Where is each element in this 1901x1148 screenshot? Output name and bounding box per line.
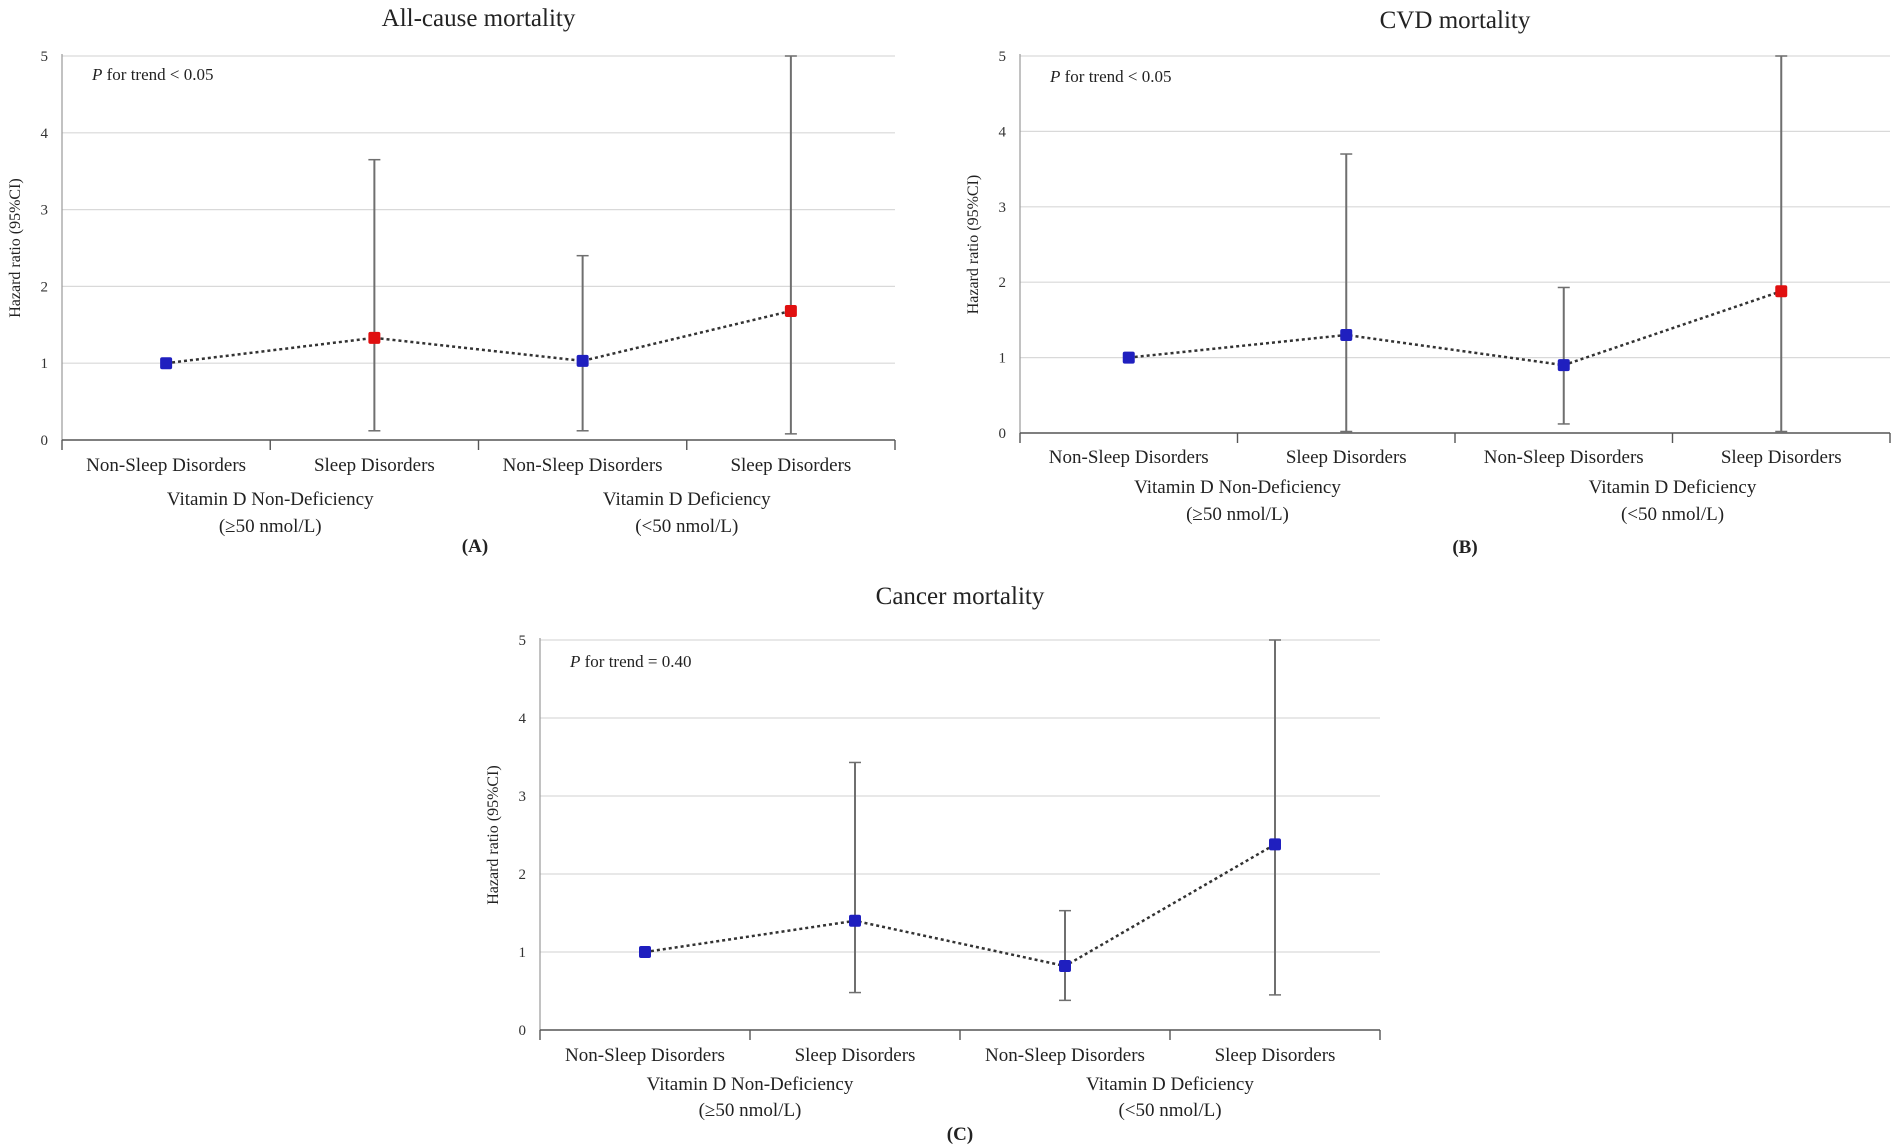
panel-b-category-label: Sleep Disorders [1721, 447, 1842, 468]
panel-b-data-point [1340, 328, 1353, 341]
panel-b-y-tick-label: 3 [999, 200, 1007, 216]
panel-c-category-label: Non-Sleep Disorders [985, 1045, 1145, 1066]
panel-c-category-label: Non-Sleep Disorders [565, 1045, 725, 1066]
panel-c-y-tick-label: 3 [519, 789, 527, 805]
panel-b-y-tick-label: 1 [999, 351, 1007, 367]
panel-c-group-sublabel: (<50 nmol/L) [1118, 1100, 1221, 1121]
panel-b-group-label: Vitamin D Non-Deficiency [1134, 477, 1341, 498]
panel-b-group-label: Vitamin D Deficiency [1589, 477, 1757, 498]
panel-b: CVD mortality 0 1 2 3 4 5 Hazard ratio (95%CI) P… [965, 7, 1891, 558]
panel-b-title: CVD mortality [1380, 7, 1531, 34]
panel-a-y-tick-label: 0 [41, 433, 49, 449]
panel-a-data-point [784, 304, 797, 317]
panel-b-trend-text: for trend < 0.05 [1060, 67, 1171, 86]
panel-c-series-line [644, 843, 1276, 968]
panel-c-y-tick-label: 0 [519, 1023, 527, 1039]
panel-a: All-cause mortality 0 1 2 3 4 5 Hazard ratio (9… [7, 5, 896, 557]
panel-a-y-tick-label: 4 [41, 126, 49, 142]
panel-a-trend-annotation: P for trend < 0.05 [91, 65, 213, 84]
panel-c-y-tick-label: 2 [519, 867, 527, 883]
panel-c-y-tick-label: 1 [519, 945, 527, 961]
panel-c-data-point [1059, 960, 1071, 973]
panel-c-letter: (C) [947, 1124, 973, 1145]
panel-b-category-label: Sleep Disorders [1286, 447, 1407, 468]
panel-b-series-line [1128, 290, 1782, 367]
panel-a-category-label: Sleep Disorders [730, 455, 851, 476]
panel-c-group-label: Vitamin D Deficiency [1086, 1074, 1254, 1095]
panel-a-group-label: Vitamin D Deficiency [603, 489, 771, 510]
panel-b-trend-annotation: P for trend < 0.05 [1049, 67, 1171, 86]
panel-b-y-tick-label: 0 [999, 426, 1007, 442]
panel-a-trend-p: P [91, 65, 102, 84]
panel-a-group-label: Vitamin D Non-Deficiency [167, 489, 374, 510]
panel-a-category-label: Non-Sleep Disorders [86, 455, 246, 476]
panel-b-trend-p: P [1049, 67, 1060, 86]
panel-c-trend-annotation: P for trend = 0.40 [569, 652, 691, 671]
panel-a-series-line [165, 309, 792, 365]
panel-c-y-tick-label: 4 [519, 711, 527, 727]
panel-c-y-tick-label: 5 [519, 633, 527, 649]
panel-a-group-sublabel: (≥50 nmol/L) [219, 516, 322, 537]
panel-b-data-point [1122, 351, 1135, 364]
panel-a-category-label: Non-Sleep Disorders [503, 455, 663, 476]
panel-b-y-tick-label: 2 [999, 275, 1007, 291]
panel-a-letter: (A) [462, 536, 488, 557]
panel-b-data-point [1557, 359, 1570, 372]
panel-a-data-point [368, 331, 381, 344]
panel-c-group-label: Vitamin D Non-Deficiency [647, 1074, 854, 1095]
panel-a-data-point [160, 357, 173, 370]
panel-b-group-sublabel: (≥50 nmol/L) [1186, 504, 1289, 525]
panel-b-y-tick-label: 5 [999, 49, 1007, 65]
panel-c-trend-p: P [569, 652, 580, 671]
panel-b-group-sublabel: (<50 nmol/L) [1621, 504, 1724, 525]
panel-a-y-tick-label: 2 [41, 279, 49, 295]
panel-a-data-point [576, 354, 589, 367]
panel-b-category-label: Non-Sleep Disorders [1484, 447, 1644, 468]
panel-c-data-point [639, 946, 651, 958]
panel-c: Cancer mortality 0 1 2 3 4 5 Hazard ratio (95%C… [485, 583, 1381, 1145]
panel-b-category-label: Non-Sleep Disorders [1049, 447, 1209, 468]
panel-a-y-tick-label: 1 [41, 356, 49, 372]
panel-c-category-label: Sleep Disorders [795, 1045, 916, 1066]
panel-a-y-tick-label: 5 [41, 49, 49, 65]
panel-c-group-sublabel: (≥50 nmol/L) [699, 1100, 802, 1121]
panel-c-title: Cancer mortality [876, 583, 1045, 610]
panel-a-group-sublabel: (<50 nmol/L) [635, 516, 738, 537]
panel-c-data-point [1269, 838, 1281, 851]
panel-a-title: All-cause mortality [382, 5, 576, 32]
panel-b-letter: (B) [1452, 537, 1477, 558]
panel-c-data-point [849, 914, 861, 927]
panel-a-y-tick-label: 3 [41, 203, 49, 219]
panel-b-y-tick-label: 4 [999, 124, 1007, 140]
panel-a-y-axis-label: Hazard ratio (95%CI) [7, 178, 24, 318]
panel-c-y-axis-label: Hazard ratio (95%CI) [485, 765, 502, 905]
panel-b-data-point [1775, 285, 1788, 298]
panel-a-trend-text: for trend < 0.05 [102, 65, 213, 84]
panel-a-category-label: Sleep Disorders [314, 455, 435, 476]
panel-b-y-axis-label: Hazard ratio (95%CI) [965, 175, 982, 315]
panel-c-category-label: Sleep Disorders [1215, 1045, 1336, 1066]
panel-c-trend-text: for trend = 0.40 [580, 652, 691, 671]
